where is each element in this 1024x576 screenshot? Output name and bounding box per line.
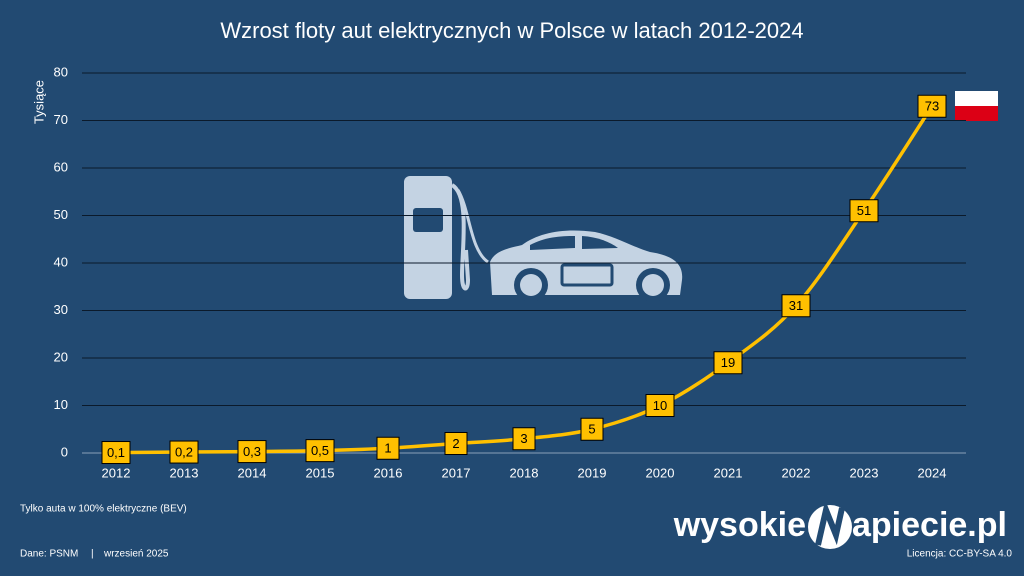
logo-icon	[808, 499, 852, 549]
x-tick-label: 2023	[850, 465, 879, 480]
x-tick-label: 2012	[102, 465, 131, 480]
x-tick-label: 2017	[442, 465, 471, 480]
x-tick-label: 2013	[170, 465, 199, 480]
data-point	[101, 441, 131, 465]
poland-flag	[955, 91, 998, 121]
logo-left: wysokie	[673, 506, 806, 544]
data-point	[512, 427, 536, 451]
y-tick-label: 30	[54, 302, 68, 317]
source: Dane: PSNM	[20, 549, 78, 560]
separator: |	[91, 549, 94, 560]
data-point	[580, 417, 604, 441]
data-label: 0,3	[243, 444, 261, 459]
x-tick-label: 2015	[306, 465, 335, 480]
data-point	[444, 432, 468, 455]
x-tick-label: 2021	[714, 465, 743, 480]
data-label: 0,5	[311, 443, 329, 458]
data-point	[713, 351, 743, 375]
note: Tylko auta w 100% elektryczne (BEV)	[20, 504, 187, 515]
y-tick-label: 60	[54, 159, 68, 174]
y-tick-label: 20	[54, 349, 68, 364]
x-tick-label: 2014	[238, 465, 267, 480]
y-tick-label: 40	[54, 254, 68, 269]
data-label: 19	[721, 355, 735, 370]
license: Licencja: CC-BY-SA 4.0	[907, 549, 1013, 560]
y-tick-label: 70	[54, 112, 68, 127]
data-label: 5	[588, 422, 595, 437]
data-point	[237, 440, 267, 464]
data-label: 0,2	[175, 444, 193, 459]
data-label: 3	[520, 431, 527, 446]
data-label: 73	[925, 99, 939, 114]
data-label: 51	[857, 203, 871, 218]
data-label: 31	[789, 298, 803, 313]
y-tick-label: 0	[61, 444, 68, 459]
x-tick-label: 2020	[646, 465, 675, 480]
logo-right: apiecie.pl	[852, 506, 1007, 544]
data-label: 0,1	[107, 445, 125, 460]
data-label: 10	[653, 398, 667, 413]
data-label: 1	[384, 441, 391, 456]
y-tick-label: 80	[54, 64, 68, 79]
chart-title: Wzrost floty aut elektrycznych w Polsce …	[220, 18, 803, 43]
x-tick-label: 2022	[782, 465, 811, 480]
data-point	[917, 94, 947, 118]
x-tick-label: 2016	[374, 465, 403, 480]
x-tick-label: 2018	[510, 465, 539, 480]
y-tick-label: 50	[54, 207, 68, 222]
data-point	[376, 436, 400, 460]
data-point	[645, 394, 675, 417]
x-tick-label: 2024	[918, 465, 947, 480]
data-point	[849, 199, 879, 223]
data-point	[305, 439, 335, 463]
date: wrzesień 2025	[103, 549, 169, 560]
y-tick-label: 10	[54, 397, 68, 412]
data-label: 2	[452, 436, 459, 451]
data-point	[781, 294, 811, 318]
x-tick-label: 2019	[578, 465, 607, 480]
data-point	[169, 440, 199, 464]
y-axis-label: Tysiące	[31, 80, 46, 124]
